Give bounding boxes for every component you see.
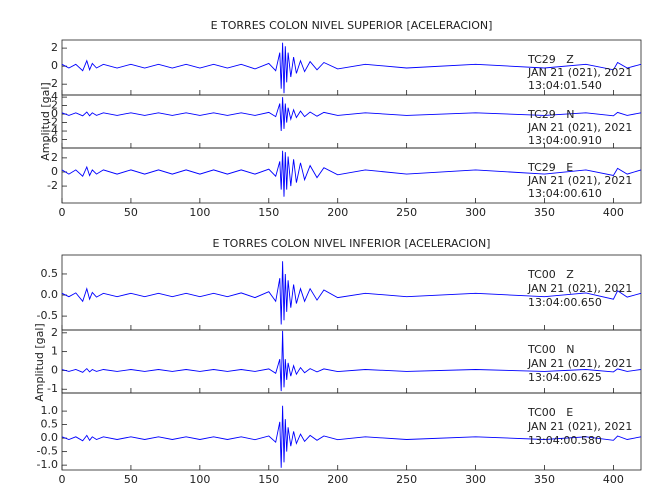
y-tick-label: 0 [51, 363, 58, 376]
x-tick-label: 150 [258, 206, 279, 219]
trace-annotation: JAN 21 (021), 2021 [527, 282, 632, 295]
y-tick-label: 0 [51, 107, 58, 120]
x-tick-label: 250 [396, 473, 417, 486]
trace-annotation: 13:04:00.650 [528, 296, 602, 309]
x-tick-label: 100 [189, 473, 210, 486]
y-tick-label: 0.5 [41, 267, 59, 280]
panel-frame [61, 392, 642, 471]
trace-annotation: 13:04:01.540 [528, 79, 602, 92]
x-tick-label: 400 [603, 473, 624, 486]
y-tick-label: 0 [51, 59, 58, 72]
y-tick-label: -0.5 [37, 445, 58, 458]
y-tick-label: 0 [51, 165, 58, 178]
y-tick-label: -1.0 [37, 458, 58, 471]
y-tick-label: 1 [51, 345, 58, 358]
waveform [61, 405, 642, 468]
y-tick-label: -2 [47, 116, 58, 129]
x-tick-label: 400 [603, 206, 624, 219]
y-tick-label: 1.0 [41, 404, 59, 417]
waveform [61, 97, 642, 132]
trace-annotation: TC00 N [527, 343, 574, 356]
x-tick-label: 200 [327, 206, 348, 219]
chart-title: E TORRES COLON NIVEL INFERIOR [ACELERACI… [213, 237, 491, 250]
trace-annotation: JAN 21 (021), 2021 [527, 174, 632, 187]
x-tick-label: 300 [465, 206, 486, 219]
x-tick-label: 100 [189, 206, 210, 219]
x-tick-label: 0 [59, 473, 66, 486]
y-axis-label: Amplitud [gal] [33, 323, 46, 401]
waveform [61, 150, 642, 197]
waveform [61, 261, 642, 325]
x-tick-label: 250 [396, 206, 417, 219]
y-tick-label: 0.0 [41, 288, 59, 301]
x-tick-label: 350 [534, 473, 555, 486]
x-tick-label: 0 [59, 206, 66, 219]
x-tick-label: 50 [124, 206, 138, 219]
trace-annotation: TC29 E [527, 161, 573, 174]
y-tick-label: -2 [47, 179, 58, 192]
y-tick-label: -4 [47, 124, 58, 137]
trace-annotation: TC00 Z [527, 268, 574, 281]
y-tick-label: 2 [51, 99, 58, 112]
y-tick-label: -2 [47, 77, 58, 90]
trace-annotation: TC29 Z [527, 53, 574, 66]
trace-annotation: 13:04:00.910 [528, 134, 602, 147]
waveform [61, 330, 642, 392]
y-axis-label: Amplitud [gal] [39, 82, 52, 160]
x-tick-label: 150 [258, 473, 279, 486]
y-tick-label: 0.0 [41, 431, 59, 444]
x-tick-label: 350 [534, 206, 555, 219]
trace-annotation: JAN 21 (021), 2021 [527, 357, 632, 370]
trace-annotation: 13:04:00.580 [528, 434, 602, 447]
trace-annotation: TC00 E [527, 406, 573, 419]
y-tick-label: 2 [51, 151, 58, 164]
x-tick-label: 300 [465, 473, 486, 486]
chart-title: E TORRES COLON NIVEL SUPERIOR [ACELERACI… [211, 19, 493, 32]
panel-frame [61, 147, 642, 204]
x-tick-label: 50 [124, 473, 138, 486]
trace-annotation: 13:04:00.625 [528, 371, 602, 384]
y-tick-label: -1 [47, 382, 58, 395]
waveform [61, 42, 642, 94]
y-tick-label: 2 [51, 41, 58, 54]
y-tick-label: -0.5 [37, 309, 58, 322]
trace-annotation: JAN 21 (021), 2021 [527, 121, 632, 134]
y-tick-label: 2 [51, 326, 58, 339]
trace-annotation: JAN 21 (021), 2021 [527, 420, 632, 433]
trace-annotation: JAN 21 (021), 2021 [527, 66, 632, 79]
trace-annotation: TC29 N [527, 108, 574, 121]
x-tick-label: 200 [327, 473, 348, 486]
trace-annotation: 13:04:00.610 [528, 187, 602, 200]
y-tick-label: 0.5 [41, 418, 59, 431]
y-tick-label: 4 [51, 90, 58, 103]
y-tick-label: -6 [47, 133, 58, 146]
